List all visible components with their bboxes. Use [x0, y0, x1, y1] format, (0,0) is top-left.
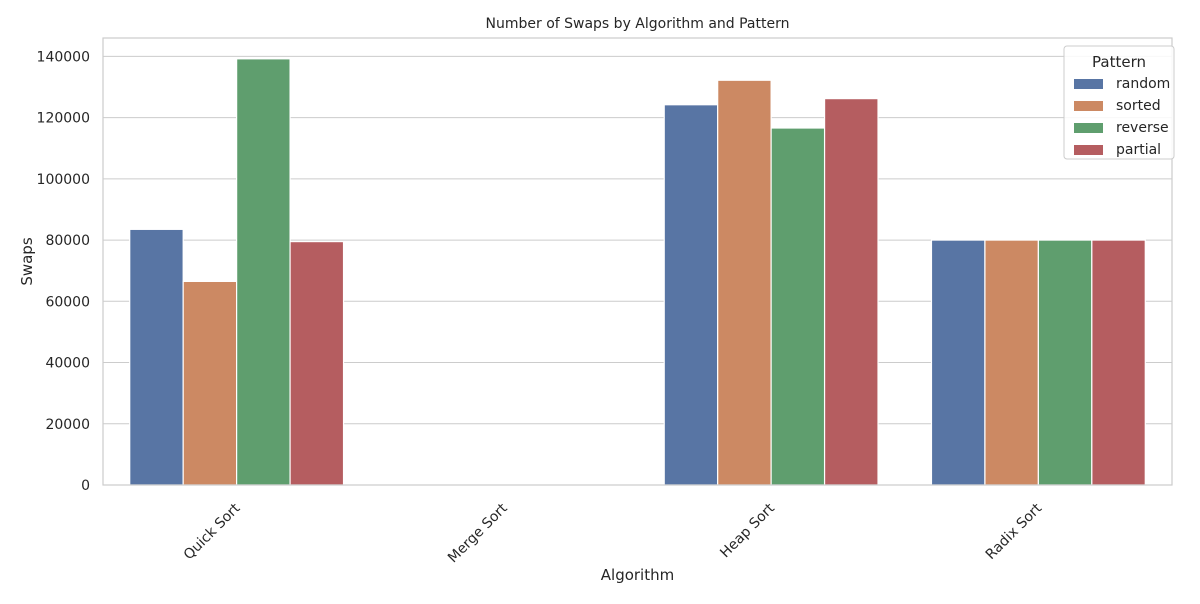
legend-label-random: random	[1116, 76, 1170, 92]
bar-sorted-quick-sort	[182, 280, 238, 486]
bar-random-quick-sort	[129, 228, 184, 486]
bar-partial-heap-sort	[823, 98, 879, 486]
bar-partial-radix-sort	[1091, 239, 1146, 486]
legend-items: random sorted reverse partial	[1074, 76, 1170, 158]
bar-reverse-radix-sort	[1037, 239, 1093, 486]
y-tick-label: 20000	[45, 417, 90, 433]
y-tick-label: 0	[81, 478, 90, 494]
legend-swatch-sorted	[1074, 101, 1103, 111]
bar-random-radix-sort	[930, 239, 986, 486]
y-tick-label: 40000	[45, 356, 90, 372]
y-axis-label: Swaps	[18, 237, 36, 286]
legend-swatch-reverse	[1074, 123, 1103, 133]
legend-label-partial: partial	[1116, 142, 1161, 158]
legend-label-reverse: reverse	[1116, 120, 1169, 136]
legend-swatch-random	[1074, 79, 1103, 89]
plot-frame	[102, 37, 1173, 486]
y-tick-label: 140000	[37, 49, 90, 65]
legend: Pattern random sorted reverse partial	[1063, 45, 1175, 160]
chart-title: Number of Swaps by Algorithm and Pattern	[486, 16, 790, 32]
legend-swatch-partial	[1074, 145, 1103, 155]
x-axis-label: Algorithm	[601, 566, 674, 584]
bars	[129, 58, 1146, 486]
legend-label-sorted: sorted	[1116, 98, 1161, 114]
bar-random-heap-sort	[663, 104, 719, 486]
bar-sorted-radix-sort	[984, 239, 1039, 486]
y-tick-labels: 0 20000 40000 60000 80000 100000 120000 140000	[37, 49, 90, 494]
legend-title: Pattern	[1092, 53, 1146, 71]
bar-partial-quick-sort	[289, 240, 345, 486]
bar-reverse-quick-sort	[236, 58, 291, 486]
y-tick-label: 100000	[37, 172, 90, 188]
y-tick-label: 120000	[37, 111, 90, 127]
bar-sorted-heap-sort	[717, 79, 772, 486]
y-tick-label: 60000	[45, 294, 90, 310]
bar-reverse-heap-sort	[770, 127, 826, 486]
y-tick-label: 80000	[45, 233, 90, 249]
